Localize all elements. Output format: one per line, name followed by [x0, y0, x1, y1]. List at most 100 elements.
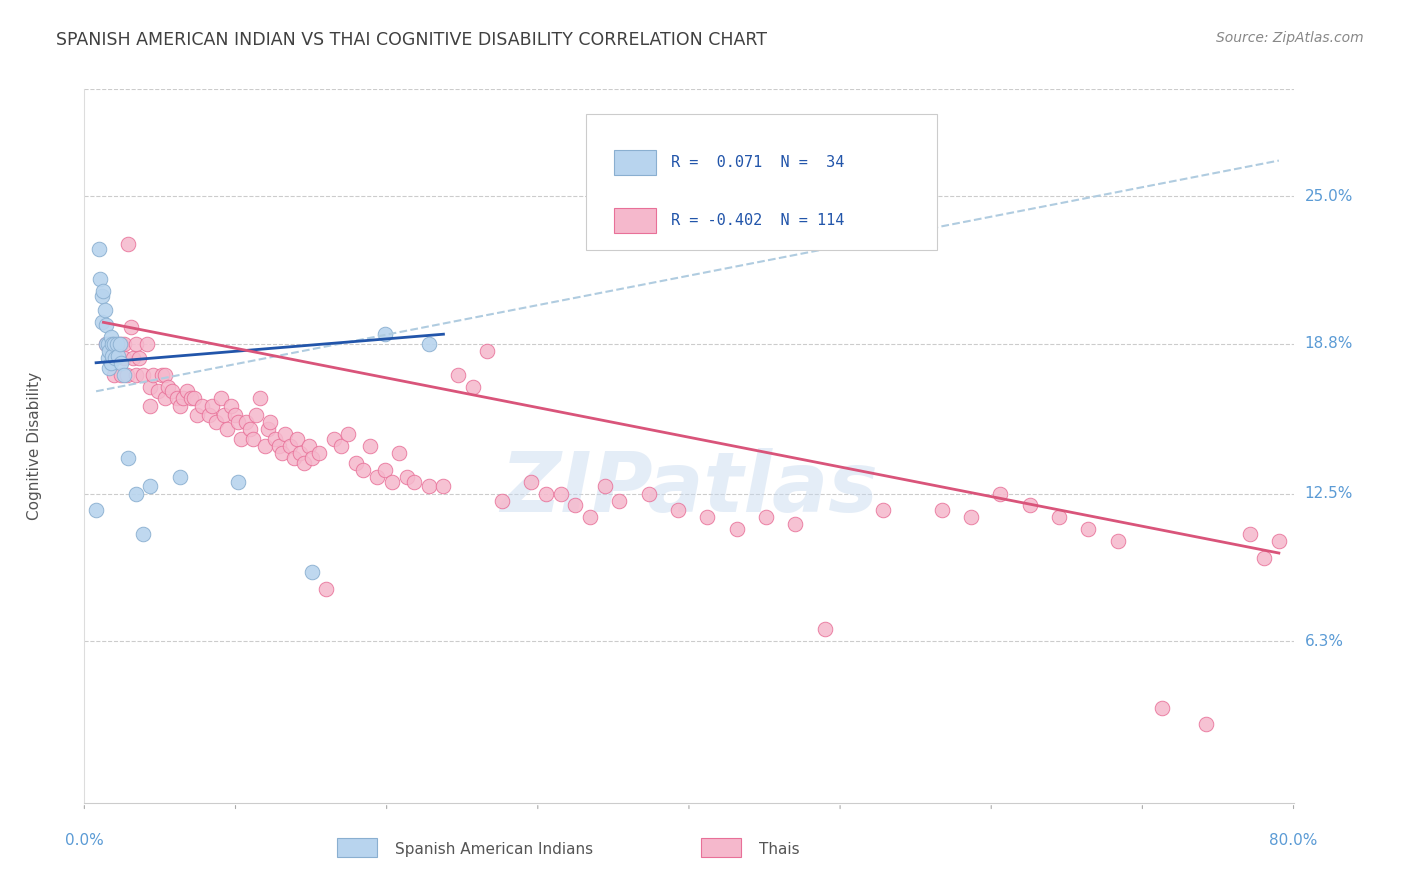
Point [146, 384, 169, 399]
Point [1268, 534, 1291, 549]
Point [100, 356, 122, 370]
Point [139, 399, 162, 413]
Point [725, 522, 748, 536]
Point [447, 368, 470, 382]
Point [755, 510, 778, 524]
Point [352, 463, 374, 477]
Point [308, 446, 330, 460]
Point [285, 432, 308, 446]
Point [98, 360, 121, 375]
Point [283, 450, 305, 465]
Point [166, 392, 188, 406]
Point [132, 368, 155, 382]
Point [1107, 534, 1129, 549]
Point [103, 336, 125, 351]
Point [696, 510, 718, 524]
Point [183, 392, 205, 406]
Point [404, 475, 426, 489]
Point [315, 582, 337, 596]
Point [271, 446, 294, 460]
Point [180, 392, 202, 406]
Point [226, 415, 249, 429]
Point [1253, 550, 1275, 565]
Text: R = -0.402  N = 114: R = -0.402 N = 114 [671, 213, 844, 228]
Point [1150, 700, 1173, 714]
Point [1018, 499, 1040, 513]
Point [124, 368, 146, 382]
Point [153, 368, 176, 382]
Point [96, 336, 118, 351]
Point [215, 422, 238, 436]
Point [491, 493, 513, 508]
Text: SPANISH AMERICAN INDIAN VS THAI COGNITIVE DISABILITY CORRELATION CHART: SPANISH AMERICAN INDIAN VS THAI COGNITIV… [56, 31, 768, 49]
Point [112, 336, 135, 351]
Bar [614, 150, 657, 175]
Point [297, 439, 319, 453]
Text: Thais: Thais [759, 842, 800, 856]
Bar [337, 838, 377, 857]
Point [239, 422, 262, 436]
Point [242, 432, 264, 446]
Point [329, 439, 352, 453]
Point [103, 351, 125, 365]
Point [169, 399, 191, 413]
Point [395, 470, 418, 484]
Point [205, 415, 228, 429]
Point [253, 439, 276, 453]
Point [245, 408, 267, 422]
Point [107, 349, 129, 363]
Point [110, 336, 132, 351]
Point [153, 392, 176, 406]
Point [139, 479, 162, 493]
Point [388, 446, 411, 460]
Point [142, 368, 165, 382]
Point [112, 368, 135, 382]
Point [264, 432, 287, 446]
Point [432, 479, 454, 493]
Point [366, 470, 388, 484]
Point [301, 450, 323, 465]
Point [534, 486, 557, 500]
Point [97, 351, 120, 365]
Point [461, 379, 484, 393]
Text: 6.3%: 6.3% [1305, 633, 1344, 648]
Bar [614, 208, 657, 233]
Point [103, 368, 125, 382]
Point [105, 336, 128, 351]
Point [249, 392, 271, 406]
Point [256, 422, 278, 436]
Point [564, 499, 586, 513]
Text: 0.0%: 0.0% [65, 833, 104, 848]
Point [374, 327, 396, 342]
Point [136, 336, 159, 351]
Point [418, 479, 440, 493]
Point [162, 384, 184, 399]
Point [96, 318, 118, 332]
Point [235, 415, 257, 429]
Point [169, 470, 191, 484]
Point [98, 343, 121, 358]
Point [593, 479, 616, 493]
Text: 25.0%: 25.0% [1305, 189, 1353, 203]
Point [1047, 510, 1070, 524]
Bar [702, 838, 741, 857]
Point [231, 432, 253, 446]
Point [186, 408, 208, 422]
Point [98, 336, 121, 351]
Text: Source: ZipAtlas.com: Source: ZipAtlas.com [1216, 31, 1364, 45]
Point [139, 379, 162, 393]
Point [198, 408, 221, 422]
Point [101, 349, 124, 363]
Point [288, 446, 311, 460]
Point [813, 622, 835, 636]
Point [226, 475, 249, 489]
Point [269, 439, 291, 453]
Point [89, 272, 111, 286]
Point [101, 336, 124, 351]
Point [374, 463, 396, 477]
Point [550, 486, 572, 500]
Point [1239, 527, 1261, 541]
Point [344, 456, 367, 470]
Point [337, 427, 360, 442]
Point [219, 399, 242, 413]
